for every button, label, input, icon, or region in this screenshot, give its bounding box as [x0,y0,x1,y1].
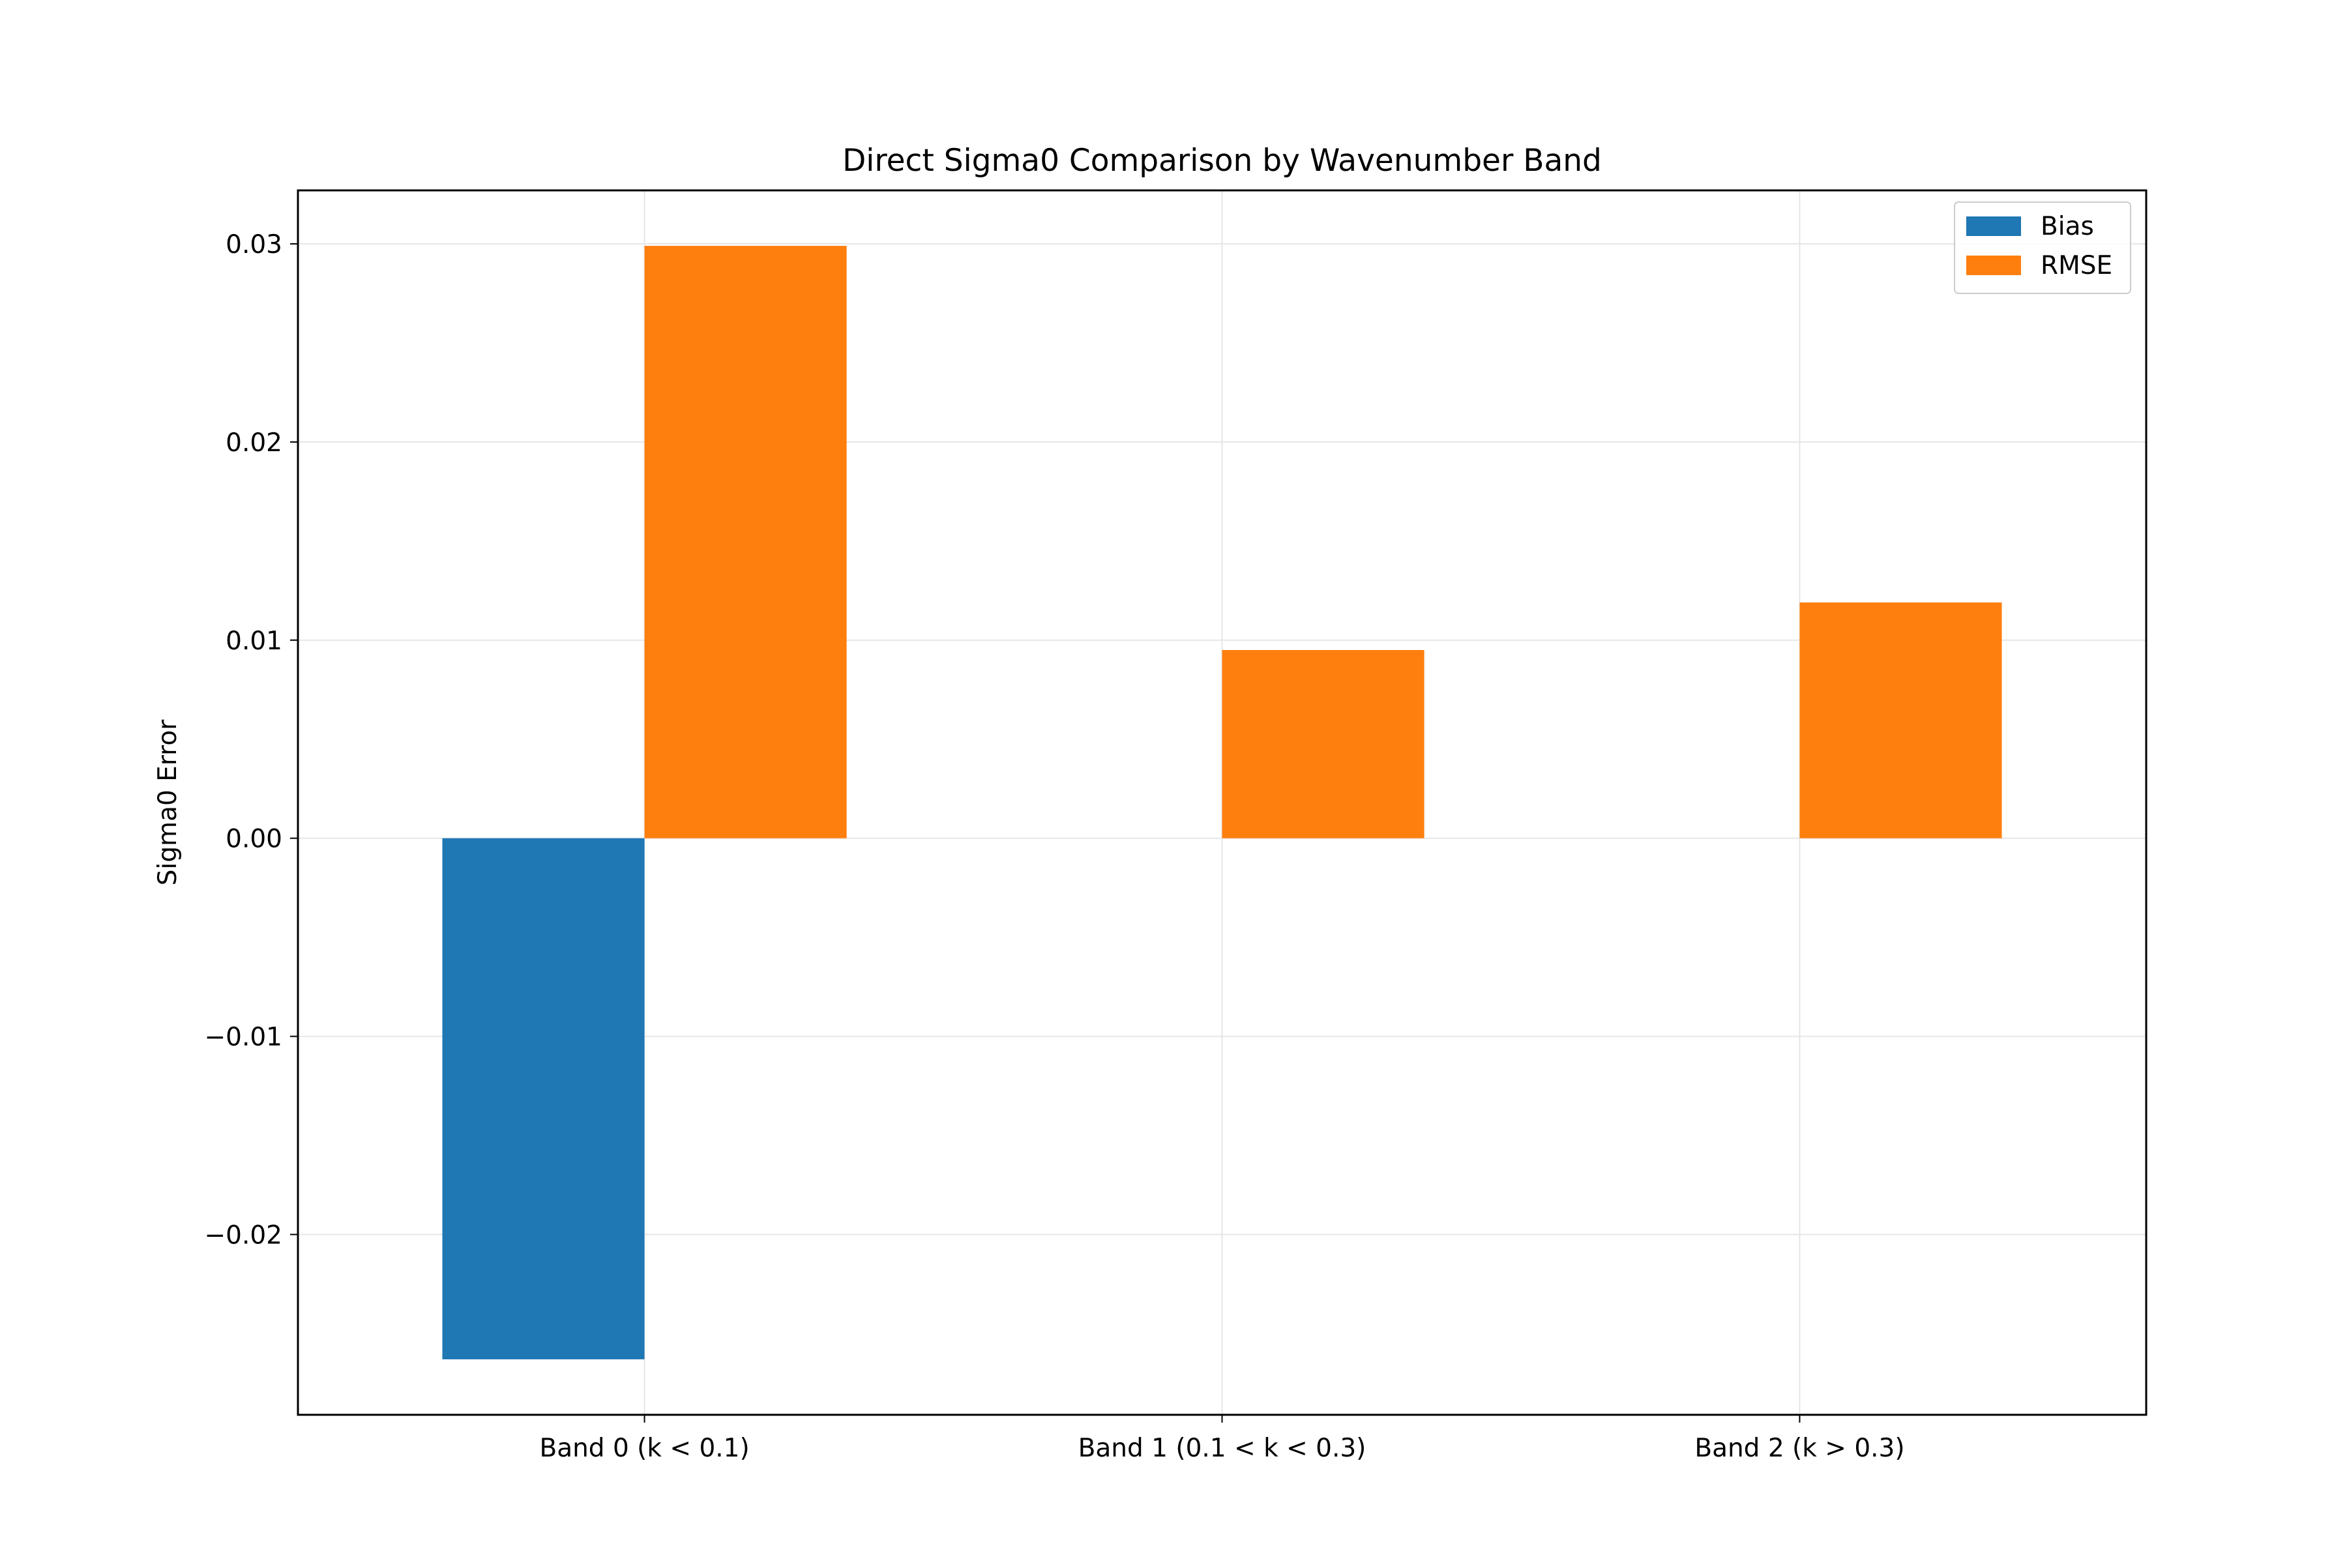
y-tick-label: −0.01 [204,1023,282,1052]
y-tick-label: 0.00 [226,825,282,854]
legend-swatch-bias [1966,216,2021,236]
legend-label-bias: Bias [2041,212,2094,241]
x-tick-label: Band 2 (k > 0.3) [1694,1434,1904,1463]
ticks-layer: −0.02 −0.01 0.00 0.01 0.02 0.03 Band 0 (k < 0.… [204,230,1904,1463]
bar-rmse-0 [644,246,847,838]
x-tick-label: Band 1 (0.1 < k < 0.3) [1078,1434,1366,1463]
legend-swatch-rmse [1966,256,2021,275]
y-tick-label: 0.01 [226,627,282,656]
bar-rmse-1 [1222,650,1424,838]
legend: Bias RMSE [1954,201,2131,294]
bars-layer [442,246,2002,1359]
legend-label-rmse: RMSE [2041,251,2112,280]
y-tick-label: −0.02 [204,1220,282,1250]
bar-bias-0 [442,838,645,1359]
x-tick-label: Band 0 (k < 0.1) [539,1434,749,1463]
y-tick-label: 0.02 [226,428,282,458]
chart-title: Direct Sigma0 Comparison by Wavenumber B… [842,143,1602,179]
y-axis-label: Sigma0 Error [153,719,183,885]
y-tick-label: 0.03 [226,230,282,259]
bar-rmse-2 [1799,602,2002,838]
